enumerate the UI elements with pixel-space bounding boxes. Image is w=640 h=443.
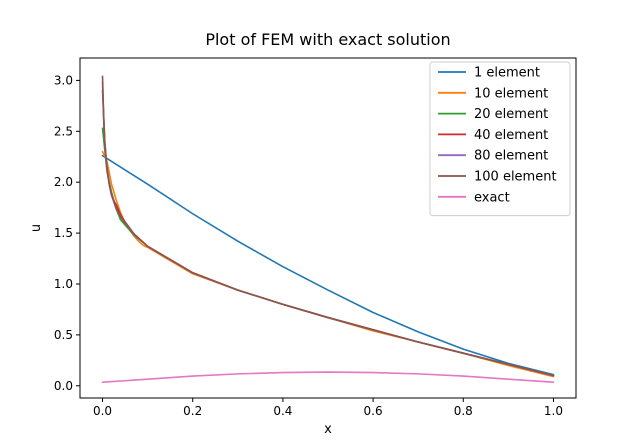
- y-axis-label: u: [29, 224, 44, 232]
- y-tick-label: 0.0: [54, 379, 73, 393]
- legend: 1 element 10 element 20 element 40 element 8…: [429, 61, 571, 217]
- legend-entry: 1 element: [474, 66, 540, 81]
- y-tick-label: 2.0: [54, 175, 73, 189]
- series-line-100-element: [101, 75, 555, 377]
- x-tick-label: 0.4: [273, 404, 292, 418]
- plot-frame: [79, 57, 577, 399]
- series-line-exact: [101, 371, 555, 384]
- y-tick-label: 0.5: [54, 328, 73, 342]
- y-tick-label: 3.0: [54, 73, 73, 87]
- x-tick-label: 0.8: [454, 404, 473, 418]
- x-tick-label: 0.2: [183, 404, 202, 418]
- x-axis-label: x: [324, 422, 332, 437]
- y-tick-label: 1.0: [54, 277, 73, 291]
- series-line-1-element: [101, 154, 555, 376]
- legend-box: [429, 61, 571, 217]
- legend-entry: 80 element: [474, 149, 548, 164]
- legend-entry: exact: [474, 190, 510, 205]
- y-tick-label: 1.5: [54, 226, 73, 240]
- x-tick-label: 0.6: [364, 404, 383, 418]
- legend-entry: 20 element: [474, 107, 548, 122]
- x-tick-label: 0.0: [93, 404, 112, 418]
- legend-entry: 10 element: [474, 86, 548, 101]
- legend-entry: 40 element: [474, 128, 548, 143]
- x-tick-label: 1.0: [544, 404, 563, 418]
- legend-entry: 100 element: [474, 170, 557, 185]
- chart-title: Plot of FEM with exact solution: [205, 30, 450, 49]
- y-axis: 0.0 0.5 1.0 1.5 2.0 2.5 3.0: [54, 73, 80, 393]
- plot-area: [101, 75, 555, 384]
- x-axis: 0.0 0.2 0.4 0.6 0.8 1.0: [93, 398, 563, 418]
- y-tick-label: 2.5: [54, 124, 73, 138]
